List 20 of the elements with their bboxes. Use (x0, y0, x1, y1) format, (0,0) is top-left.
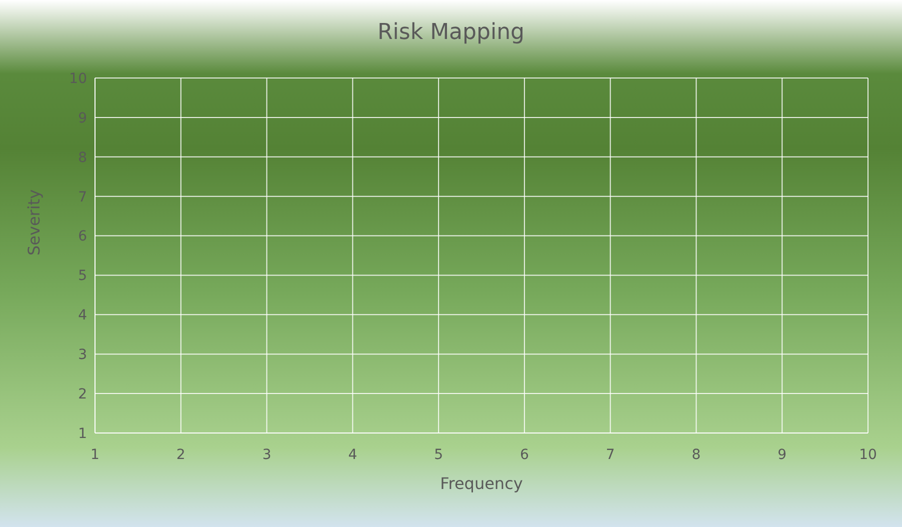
y-tick-label: 1 (78, 426, 87, 442)
x-tick-label: 1 (90, 446, 100, 463)
x-tick-label: 6 (520, 446, 529, 463)
x-tick-label: 8 (692, 446, 701, 463)
x-tick-label: 7 (606, 446, 615, 463)
y-tick-label: 7 (78, 189, 87, 206)
y-tick-label: 2 (78, 386, 87, 403)
x-tick-label: 3 (262, 446, 272, 463)
y-tick-label: 3 (78, 347, 87, 364)
x-axis-title: Frequency (440, 474, 523, 493)
x-tick-label: 5 (434, 446, 444, 463)
x-tick-label: 9 (778, 446, 787, 463)
y-axis-title: Severity (24, 189, 44, 256)
x-tick-label: 10 (859, 446, 877, 463)
x-tick-label: 2 (176, 446, 186, 463)
y-tick-label: 4 (78, 308, 88, 324)
chart-title: Risk Mapping (376, 20, 526, 45)
y-tick-label: 5 (78, 268, 87, 284)
y-tick-label: 6 (78, 228, 88, 245)
x-tick-label: 4 (348, 446, 358, 463)
